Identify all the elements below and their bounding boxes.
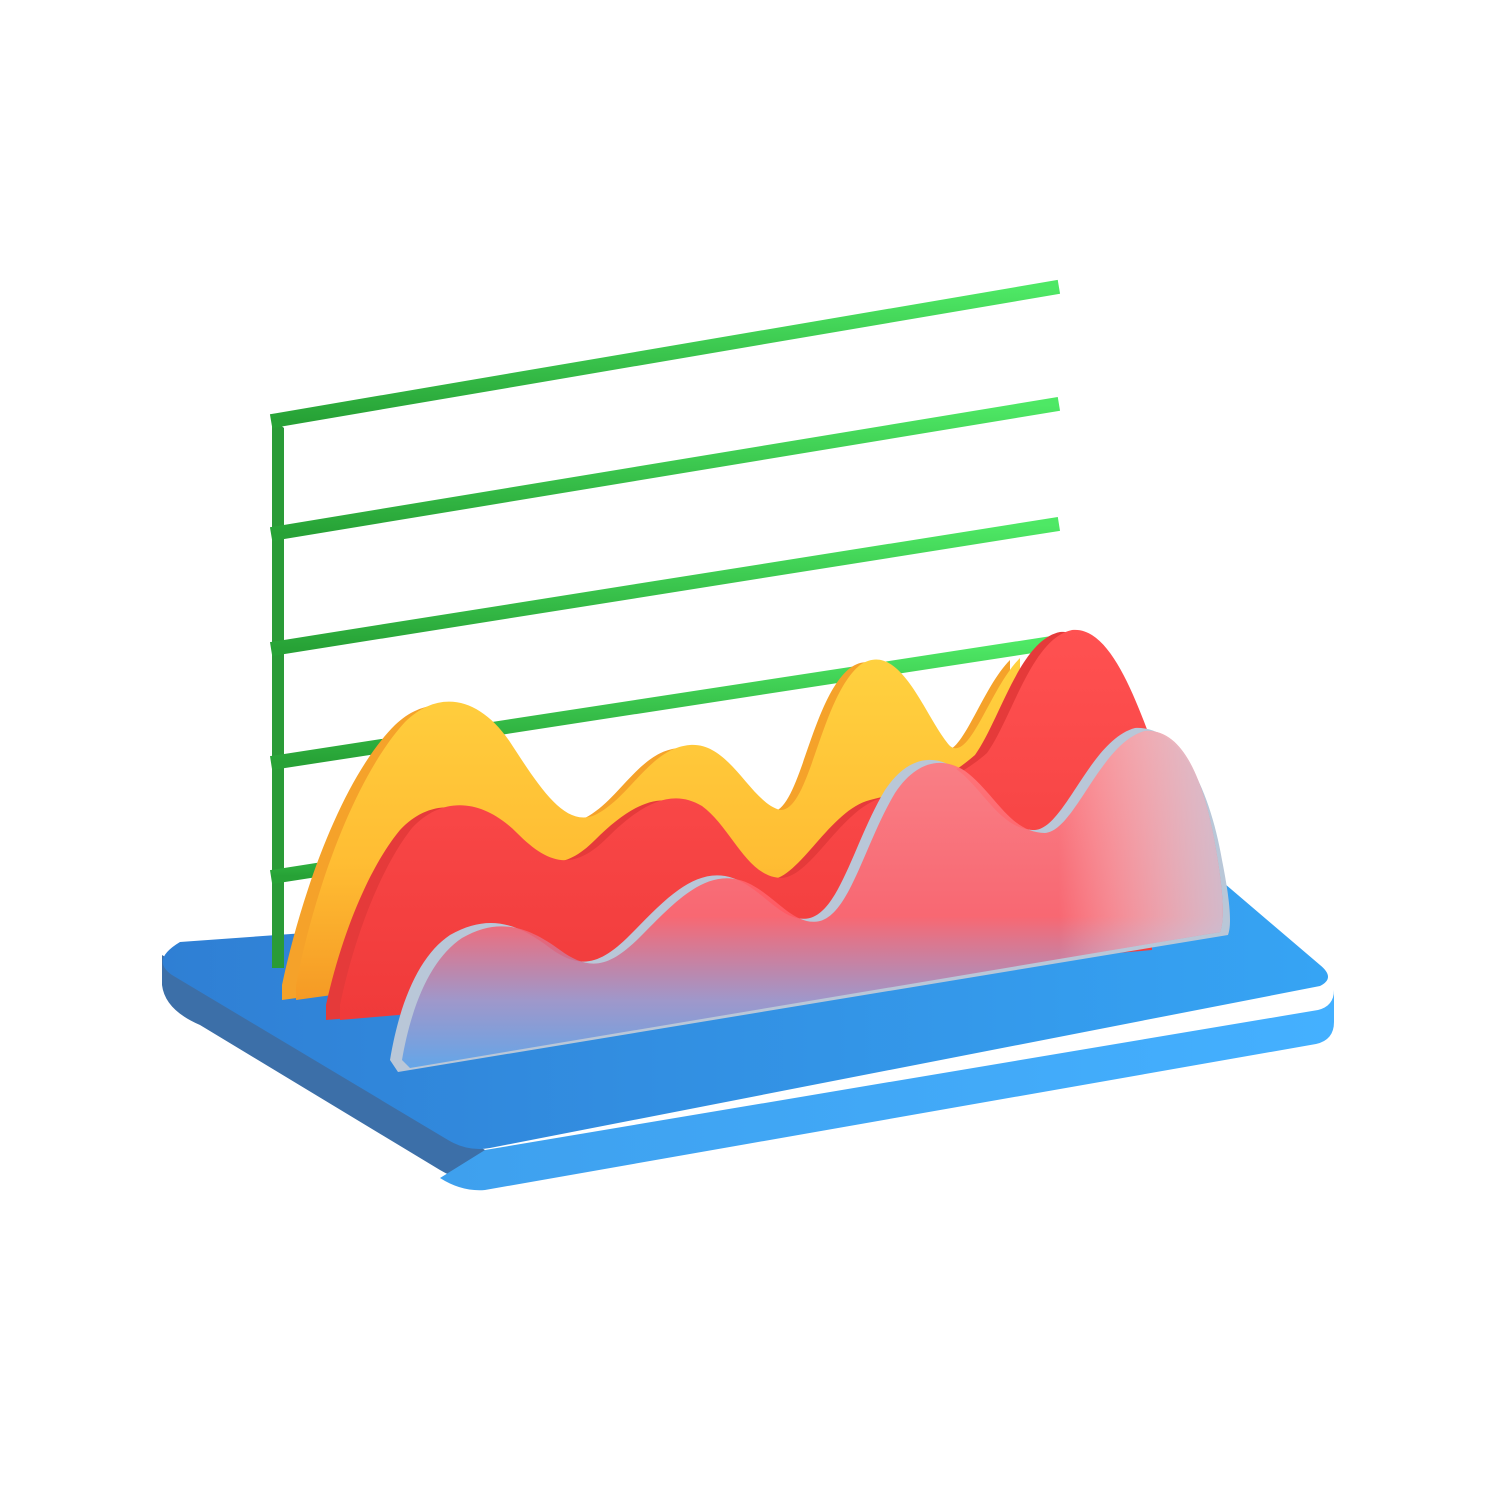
base-front-face (440, 990, 1334, 1191)
glass-area-wave (390, 727, 1230, 1072)
glass-wave-sheen (402, 730, 1223, 1068)
